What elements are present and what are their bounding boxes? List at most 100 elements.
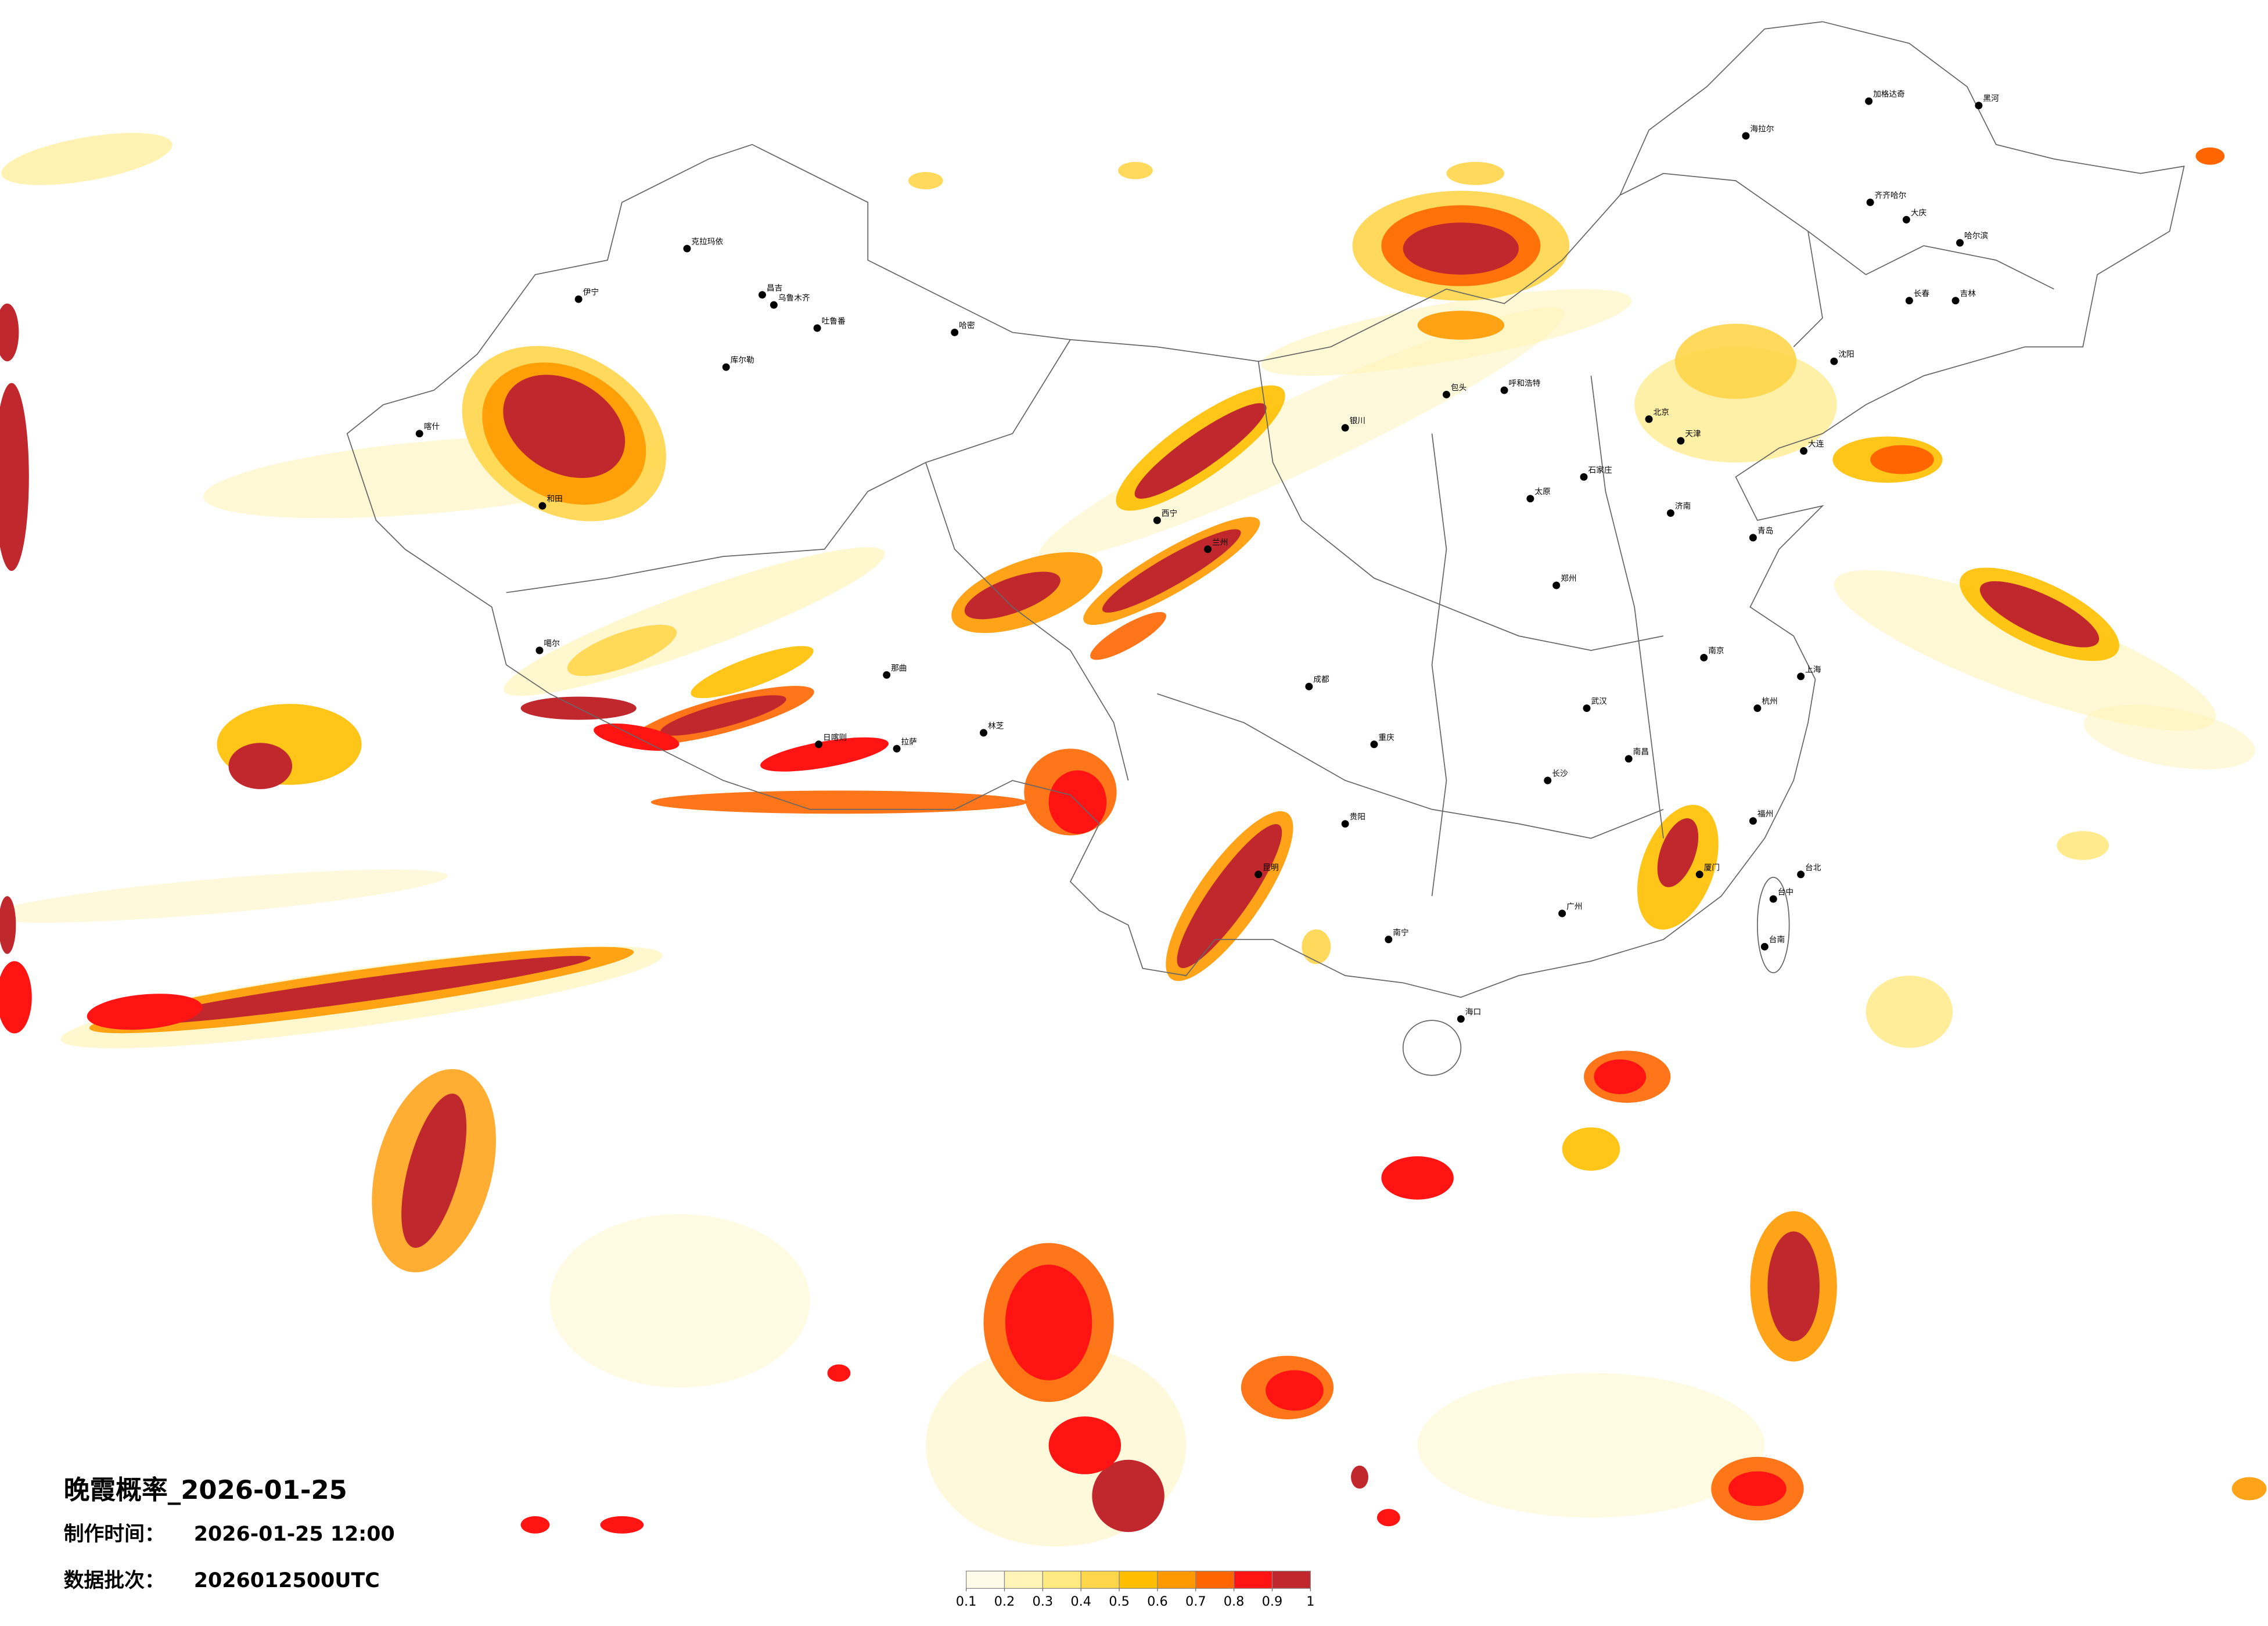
city-dot [1866, 198, 1874, 206]
city-dot [1624, 755, 1633, 763]
city-label: 黑河 [1983, 94, 1999, 103]
city-dot [813, 324, 821, 332]
city-dot [1769, 895, 1777, 903]
probability-patch [1417, 311, 1505, 340]
probability-patch [1674, 323, 1797, 399]
city-dot [1700, 653, 1708, 661]
colorbar-swatch [1195, 1570, 1235, 1589]
probability-patch [0, 383, 29, 571]
city-dot [1666, 509, 1674, 517]
city-label: 贵阳 [1350, 812, 1365, 822]
city-dot [1500, 386, 1508, 394]
probability-patch [1177, 824, 1282, 969]
city-label: 拉萨 [901, 738, 917, 747]
city-label: 太原 [1534, 487, 1550, 497]
city-label: 厦门 [1704, 863, 1720, 872]
province-line [1807, 231, 2054, 290]
city-label: 克拉玛依 [691, 238, 723, 247]
probability-patch [760, 737, 889, 772]
city-label: 济南 [1675, 502, 1691, 511]
probability-patch [1005, 1264, 1092, 1380]
colorbar-tick-label: 0.7 [1185, 1594, 1206, 1609]
city-dot [1975, 102, 1983, 110]
probability-patch [1870, 445, 1934, 474]
province-line [925, 462, 1129, 781]
probability-patch [567, 624, 677, 677]
batch-label: 数据批次： [64, 1569, 165, 1592]
probability-patch [2084, 704, 2256, 769]
city-label: 乌鲁木齐 [778, 294, 810, 303]
colorbar-tick-label: 0.3 [1033, 1594, 1054, 1609]
city-dot [1905, 297, 1913, 305]
colorbar-tick-label: 0.8 [1224, 1594, 1245, 1609]
city-dot [574, 295, 583, 303]
city-label: 喀什 [424, 422, 440, 431]
probability-patch [650, 790, 1027, 814]
probability-patch [0, 961, 32, 1034]
probability-patch [520, 1516, 550, 1534]
city-label: 昌吉 [767, 283, 782, 293]
probability-patch [1092, 1459, 1164, 1533]
city-label: 广州 [1566, 902, 1582, 912]
probability-patch [2057, 831, 2109, 860]
city-dot [1865, 97, 1873, 105]
city-dot [1800, 447, 1808, 455]
city-dot [758, 291, 766, 299]
city-label: 长春 [1914, 289, 1930, 298]
probability-patch [1979, 581, 2100, 647]
city-dot [722, 363, 730, 371]
colorbar-tick-label: 0.9 [1262, 1594, 1283, 1609]
probability-patch [1302, 929, 1331, 965]
city-label: 长沙 [1552, 769, 1568, 779]
city-label: 南宁 [1393, 927, 1408, 937]
city-label: 南昌 [1633, 747, 1649, 757]
city-dot [683, 244, 691, 253]
city-dot [893, 744, 901, 753]
city-dot [951, 328, 959, 336]
city-label: 大连 [1808, 440, 1824, 449]
city-label: 库尔勒 [731, 356, 754, 365]
city-label: 兰州 [1212, 538, 1228, 547]
neighbor-border [1619, 172, 1823, 347]
colorbar-tick-label: 0.1 [956, 1594, 977, 1609]
probability-patch [1657, 818, 1699, 887]
city-label: 银川 [1350, 416, 1365, 426]
city-dot [1760, 942, 1769, 951]
probability-field [0, 132, 2267, 1547]
city-label: 哈密 [959, 321, 975, 330]
city-label: 台北 [1805, 863, 1821, 872]
probability-patch [132, 956, 591, 1024]
probability-patch [2231, 1477, 2267, 1501]
city-label: 日喀则 [823, 733, 847, 742]
city-label: 北京 [1654, 408, 1669, 417]
colorbar-tick-label: 0.2 [994, 1594, 1015, 1609]
city-dot [980, 729, 987, 737]
city-label: 郑州 [1561, 574, 1576, 584]
colorbar-tick-label: 0.6 [1147, 1594, 1168, 1609]
province-line [506, 339, 1071, 593]
city-label: 成都 [1313, 675, 1329, 685]
city-dot [1797, 870, 1805, 879]
hainan-outline [1402, 1020, 1462, 1076]
colorbar-swatch [1080, 1570, 1120, 1589]
probability-patch [827, 1364, 851, 1382]
probability-patch [1381, 1156, 1454, 1200]
colorbar-swatch [1271, 1570, 1311, 1589]
city-label: 青岛 [1757, 526, 1773, 535]
city-dot [1797, 672, 1805, 681]
colorbar-swatch [1119, 1570, 1158, 1589]
probability-patch [1767, 1231, 1820, 1341]
city-label: 上海 [1805, 665, 1821, 674]
city-label: 西宁 [1162, 509, 1177, 519]
city-label: 武汉 [1591, 697, 1607, 706]
city-label: 吉林 [1960, 289, 1976, 298]
city-dot [1385, 936, 1393, 944]
city-dot [1305, 682, 1313, 690]
probability-patch [503, 375, 626, 479]
probability-patch [1728, 1471, 1787, 1506]
city-dot [415, 430, 423, 438]
produced-label: 制作时间： [64, 1523, 165, 1546]
city-dot [883, 671, 891, 679]
probability-patch [1562, 1127, 1620, 1171]
